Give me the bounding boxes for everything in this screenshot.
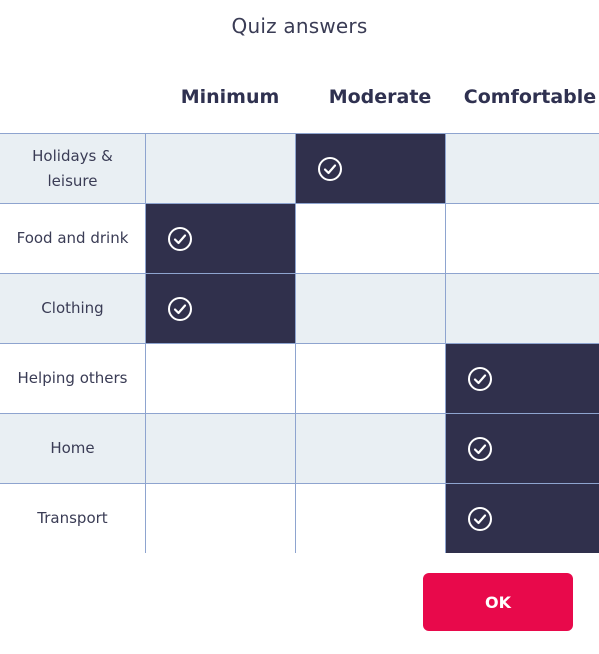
cell-moderate [295, 274, 445, 343]
cell-minimum [145, 344, 295, 413]
check-circle-icon [468, 437, 492, 461]
table-row-holidays: Holidays & leisure [0, 133, 599, 203]
column-header-moderate: Moderate [328, 86, 432, 108]
cell-moderate [295, 344, 445, 413]
cell-moderate [295, 484, 445, 553]
row-label: Transport [37, 509, 108, 527]
cell-minimum-selected [145, 204, 295, 273]
check-circle-icon [168, 297, 192, 321]
cell-minimum [145, 414, 295, 483]
cell-comfortable [445, 274, 599, 343]
row-label: Home [50, 439, 95, 457]
check-circle-icon [318, 157, 342, 181]
table-row-clothing: Clothing [0, 273, 599, 343]
cell-moderate-selected [295, 134, 445, 203]
cell-comfortable-selected [445, 484, 599, 553]
column-header-minimum: Minimum [180, 86, 280, 108]
row-label: Holidays & leisure [32, 146, 113, 190]
table-row-home: Home [0, 413, 599, 483]
row-label: Helping others [17, 369, 128, 387]
answers-grid: Holidays & leisure Food and drink Clothi… [0, 133, 599, 553]
cell-comfortable-selected [445, 414, 599, 483]
cell-moderate [295, 204, 445, 273]
cell-comfortable-selected [445, 344, 599, 413]
check-circle-icon [468, 367, 492, 391]
table-row-helping-others: Helping others [0, 343, 599, 413]
check-circle-icon [468, 507, 492, 531]
cell-moderate [295, 414, 445, 483]
row-label: Food and drink [16, 229, 129, 247]
table-row-food: Food and drink [0, 203, 599, 273]
cell-comfortable [445, 204, 599, 273]
check-circle-icon [168, 227, 192, 251]
ok-button[interactable]: OK [423, 573, 573, 631]
cell-minimum [145, 134, 295, 203]
cell-comfortable [445, 134, 599, 203]
cell-minimum [145, 484, 295, 553]
cell-minimum-selected [145, 274, 295, 343]
column-header-comfortable: Comfortable [463, 86, 597, 108]
dialog-title: Quiz answers [231, 14, 368, 38]
table-row-transport: Transport [0, 483, 599, 553]
row-label: Clothing [41, 299, 104, 317]
